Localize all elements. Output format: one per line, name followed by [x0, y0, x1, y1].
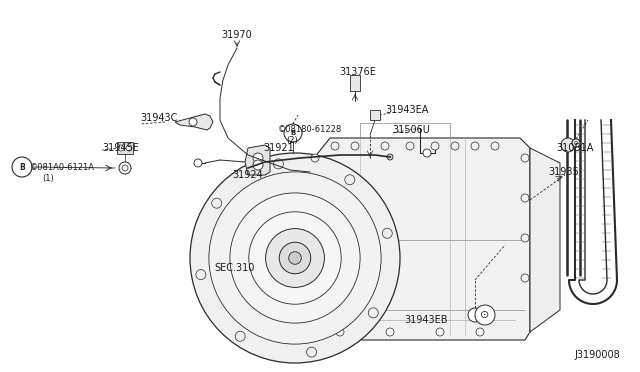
- Circle shape: [253, 160, 263, 170]
- Circle shape: [12, 157, 32, 177]
- Circle shape: [266, 229, 324, 288]
- Circle shape: [476, 328, 484, 336]
- Circle shape: [194, 159, 202, 167]
- Text: 31970: 31970: [221, 30, 252, 40]
- Circle shape: [345, 175, 355, 185]
- Circle shape: [572, 139, 580, 147]
- Text: (2): (2): [286, 137, 298, 145]
- Circle shape: [331, 142, 339, 150]
- Text: ⊙: ⊙: [480, 310, 490, 320]
- Circle shape: [451, 142, 459, 150]
- Circle shape: [436, 328, 444, 336]
- Circle shape: [209, 172, 381, 344]
- Circle shape: [190, 153, 400, 363]
- Text: B: B: [291, 130, 296, 136]
- Circle shape: [406, 142, 414, 150]
- Circle shape: [521, 194, 529, 202]
- Text: (1): (1): [42, 173, 54, 183]
- Circle shape: [235, 331, 245, 341]
- Circle shape: [475, 305, 495, 325]
- Circle shape: [311, 234, 319, 242]
- Circle shape: [521, 274, 529, 282]
- Text: 31945E: 31945E: [102, 143, 139, 153]
- Text: 31051A: 31051A: [556, 143, 593, 153]
- Text: B: B: [19, 163, 25, 171]
- Circle shape: [387, 154, 393, 160]
- Circle shape: [284, 124, 302, 142]
- Circle shape: [122, 165, 128, 171]
- Circle shape: [468, 308, 482, 322]
- Circle shape: [126, 145, 132, 151]
- Circle shape: [574, 141, 578, 145]
- Circle shape: [212, 198, 221, 208]
- Text: 31376E: 31376E: [340, 67, 376, 77]
- Circle shape: [382, 228, 392, 238]
- Polygon shape: [310, 138, 530, 340]
- Circle shape: [196, 270, 206, 280]
- Circle shape: [351, 142, 359, 150]
- Circle shape: [471, 142, 479, 150]
- Polygon shape: [350, 75, 360, 91]
- Circle shape: [189, 118, 197, 126]
- Circle shape: [368, 308, 378, 318]
- Text: 31943EA: 31943EA: [385, 105, 428, 115]
- Circle shape: [311, 274, 319, 282]
- Circle shape: [423, 149, 431, 157]
- Circle shape: [119, 162, 131, 174]
- Text: 31924: 31924: [232, 170, 263, 180]
- Circle shape: [386, 328, 394, 336]
- Circle shape: [230, 193, 360, 323]
- Text: ©081A0-6121A: ©081A0-6121A: [30, 163, 95, 171]
- Circle shape: [381, 142, 389, 150]
- Polygon shape: [175, 114, 213, 130]
- Text: 31943C: 31943C: [140, 113, 177, 123]
- Circle shape: [273, 159, 284, 169]
- Circle shape: [336, 328, 344, 336]
- Circle shape: [279, 242, 311, 274]
- Circle shape: [521, 234, 529, 242]
- Circle shape: [289, 252, 301, 264]
- Polygon shape: [530, 148, 560, 332]
- Text: 31921: 31921: [263, 143, 294, 153]
- Circle shape: [521, 154, 529, 162]
- Text: 31506U: 31506U: [392, 125, 430, 135]
- Text: SEC.310: SEC.310: [214, 263, 255, 273]
- Circle shape: [118, 145, 124, 151]
- Circle shape: [307, 347, 317, 357]
- Text: 31935: 31935: [548, 167, 579, 177]
- Polygon shape: [370, 110, 380, 120]
- Circle shape: [311, 154, 319, 162]
- Polygon shape: [245, 145, 270, 175]
- Circle shape: [572, 139, 580, 147]
- Circle shape: [249, 212, 341, 304]
- Circle shape: [253, 153, 263, 163]
- Circle shape: [561, 138, 575, 152]
- Text: ©08180-61228: ©08180-61228: [278, 125, 342, 135]
- Circle shape: [491, 142, 499, 150]
- Text: J3190008: J3190008: [574, 350, 620, 360]
- Polygon shape: [117, 142, 133, 154]
- Text: 31943EB: 31943EB: [404, 315, 448, 325]
- Circle shape: [431, 142, 439, 150]
- Circle shape: [311, 194, 319, 202]
